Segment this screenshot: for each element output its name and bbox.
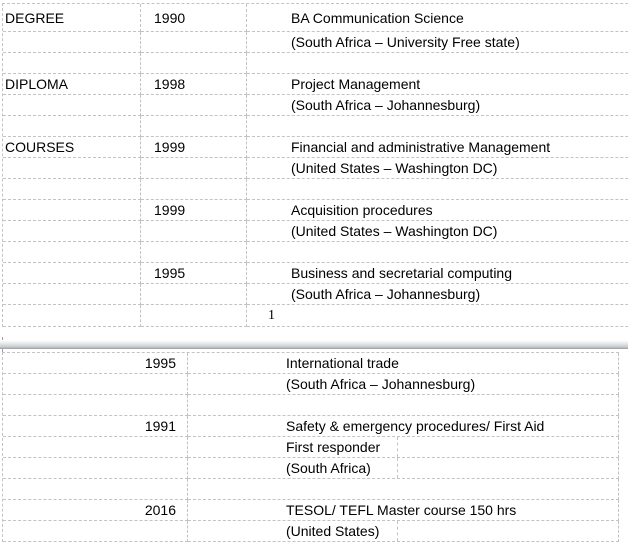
- cell-year[interactable]: [141, 242, 247, 263]
- cell-description-split: (United States): [188, 521, 619, 542]
- cell-description[interactable]: (South Africa – Johannesburg): [247, 95, 628, 116]
- cell-category[interactable]: [3, 221, 141, 242]
- cell-description[interactable]: TESOL/ TEFL Master course 150 hrs: [188, 500, 619, 521]
- cell-category[interactable]: [3, 95, 141, 116]
- cell-category[interactable]: [3, 242, 141, 263]
- cell-year[interactable]: [3, 479, 188, 500]
- cell-category[interactable]: [3, 116, 141, 137]
- cell-year[interactable]: [141, 158, 247, 179]
- cell-description[interactable]: Safety & emergency procedures/ First Aid: [188, 416, 619, 437]
- cell-description[interactable]: (South Africa – Johannesburg): [247, 284, 628, 305]
- cell-description[interactable]: Financial and administrative Management: [247, 137, 628, 158]
- cell-year[interactable]: 1999: [141, 200, 247, 221]
- cell-year[interactable]: [141, 305, 247, 327]
- cell-year[interactable]: [3, 374, 188, 395]
- cell-category[interactable]: COURSES: [3, 137, 141, 158]
- cell-year[interactable]: [141, 116, 247, 137]
- cell-description-split: (South Africa): [188, 458, 619, 479]
- cell-description[interactable]: (South Africa – Johannesburg): [188, 374, 619, 395]
- cell-category[interactable]: [3, 200, 141, 221]
- cell-category[interactable]: [3, 53, 141, 74]
- cell-year[interactable]: 1995: [3, 353, 188, 374]
- cell-year[interactable]: [3, 458, 188, 479]
- cell-empty[interactable]: [398, 521, 618, 541]
- cell-description[interactable]: (South Africa): [188, 458, 398, 478]
- cell-year[interactable]: [141, 221, 247, 242]
- qualifications-table-page2: 1995 International trade (South Africa –…: [2, 352, 619, 542]
- cell-year[interactable]: 1991: [3, 416, 188, 437]
- cell-empty[interactable]: [398, 437, 618, 457]
- cell-description-split: First responder: [188, 437, 619, 458]
- cell-description[interactable]: [188, 395, 619, 416]
- qualifications-table-page1: DEGREE 1990 BA Communication Science (So…: [2, 3, 628, 327]
- cell-year[interactable]: [141, 179, 247, 200]
- cell-category[interactable]: DIPLOMA: [3, 74, 141, 95]
- page-number: 1: [247, 305, 628, 327]
- cell-year[interactable]: [141, 53, 247, 74]
- cell-description[interactable]: [247, 179, 628, 200]
- cell-description[interactable]: International trade: [188, 353, 619, 374]
- cell-year[interactable]: [3, 395, 188, 416]
- cell-category[interactable]: [3, 179, 141, 200]
- cell-description[interactable]: BA Communication Science: [247, 4, 628, 32]
- cell-category[interactable]: [3, 263, 141, 284]
- cell-description[interactable]: Business and secretarial computing: [247, 263, 628, 284]
- cell-year[interactable]: [141, 95, 247, 116]
- cell-year[interactable]: [141, 32, 247, 53]
- cell-year[interactable]: [3, 521, 188, 542]
- cell-category[interactable]: [3, 284, 141, 305]
- cell-category[interactable]: [3, 158, 141, 179]
- cell-description[interactable]: [188, 479, 619, 500]
- cell-year[interactable]: 1999: [141, 137, 247, 158]
- cell-year[interactable]: [141, 284, 247, 305]
- cell-year[interactable]: 1995: [141, 263, 247, 284]
- cell-category[interactable]: DEGREE: [3, 4, 141, 32]
- cell-empty[interactable]: [398, 458, 618, 478]
- cell-description[interactable]: (United States – Washington DC): [247, 221, 628, 242]
- cell-description[interactable]: [247, 242, 628, 263]
- cell-description[interactable]: First responder: [188, 437, 398, 457]
- cell-year[interactable]: [3, 437, 188, 458]
- cell-description[interactable]: Acquisition procedures: [247, 200, 628, 221]
- cell-description[interactable]: (United States – Washington DC): [247, 158, 628, 179]
- cell-year[interactable]: 2016: [3, 500, 188, 521]
- cell-category[interactable]: [3, 305, 141, 327]
- cell-description[interactable]: (South Africa – University Free state): [247, 32, 628, 53]
- page-break-separator[interactable]: [0, 340, 628, 349]
- cell-description[interactable]: [247, 53, 628, 74]
- cell-category[interactable]: [3, 32, 141, 53]
- cell-description[interactable]: Project Management: [247, 74, 628, 95]
- cell-description[interactable]: (United States): [188, 521, 398, 541]
- cell-year[interactable]: 1998: [141, 74, 247, 95]
- cell-year[interactable]: 1990: [141, 4, 247, 32]
- cell-description[interactable]: [247, 116, 628, 137]
